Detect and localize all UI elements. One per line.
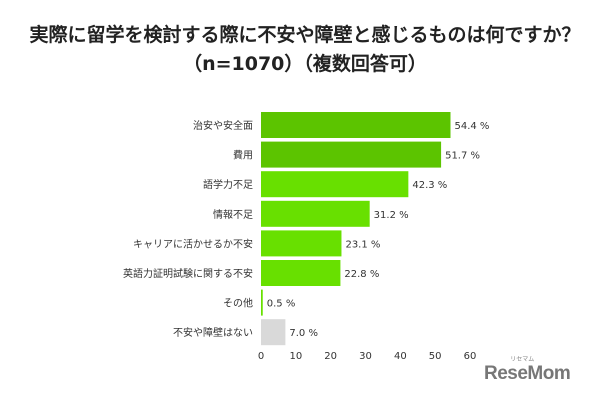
x-tick-label: 30 bbox=[359, 351, 372, 362]
chart-titles: 実際に留学を検討する際に不安や障壁と感じるものは何ですか？ （n=1070）（複… bbox=[0, 24, 610, 76]
value-label: 22.8 % bbox=[344, 269, 379, 280]
bar bbox=[261, 289, 263, 316]
x-tick-label: 60 bbox=[464, 351, 477, 362]
value-label: 42.3 % bbox=[412, 180, 447, 191]
value-label: 0.5 % bbox=[267, 299, 296, 310]
category-label: 英語力証明試験に関する不安 bbox=[123, 267, 253, 280]
resemom-logo: ReseMom bbox=[484, 363, 571, 384]
logo-kana: リセマム bbox=[510, 356, 535, 363]
category-label: 語学力不足 bbox=[203, 178, 253, 191]
chart-subtitle: （n=1070）（複数回答可） bbox=[183, 53, 427, 75]
category-label: 不安や障壁はない bbox=[173, 326, 253, 339]
value-label: 31.2 % bbox=[374, 210, 409, 221]
value-label: 51.7 % bbox=[445, 151, 480, 162]
category-label: その他 bbox=[223, 297, 253, 310]
bar bbox=[261, 230, 342, 257]
chart-title: 実際に留学を検討する際に不安や障壁と感じるものは何ですか？ bbox=[29, 24, 581, 46]
bar bbox=[261, 141, 442, 168]
value-label: 7.0 % bbox=[289, 328, 318, 339]
bar bbox=[261, 260, 341, 286]
x-tick-label: 0 bbox=[258, 351, 264, 362]
bar bbox=[261, 112, 451, 138]
bar bbox=[261, 200, 370, 227]
bar bbox=[261, 171, 409, 198]
category-label: キャリアに活かせるか不安 bbox=[133, 237, 253, 250]
category-label: 情報不足 bbox=[213, 208, 253, 221]
category-label: 治安や安全面 bbox=[193, 119, 253, 132]
x-tick-label: 20 bbox=[324, 351, 337, 362]
x-tick-label: 40 bbox=[394, 351, 407, 362]
bar bbox=[261, 319, 286, 346]
resemom-logo-block: リセマム ReseMom bbox=[484, 356, 571, 385]
category-label: 費用 bbox=[233, 149, 253, 162]
value-label: 54.4 % bbox=[454, 121, 489, 132]
x-tick-label: 10 bbox=[289, 351, 302, 362]
value-label: 23.1 % bbox=[345, 239, 380, 250]
x-tick-label: 50 bbox=[429, 351, 442, 362]
